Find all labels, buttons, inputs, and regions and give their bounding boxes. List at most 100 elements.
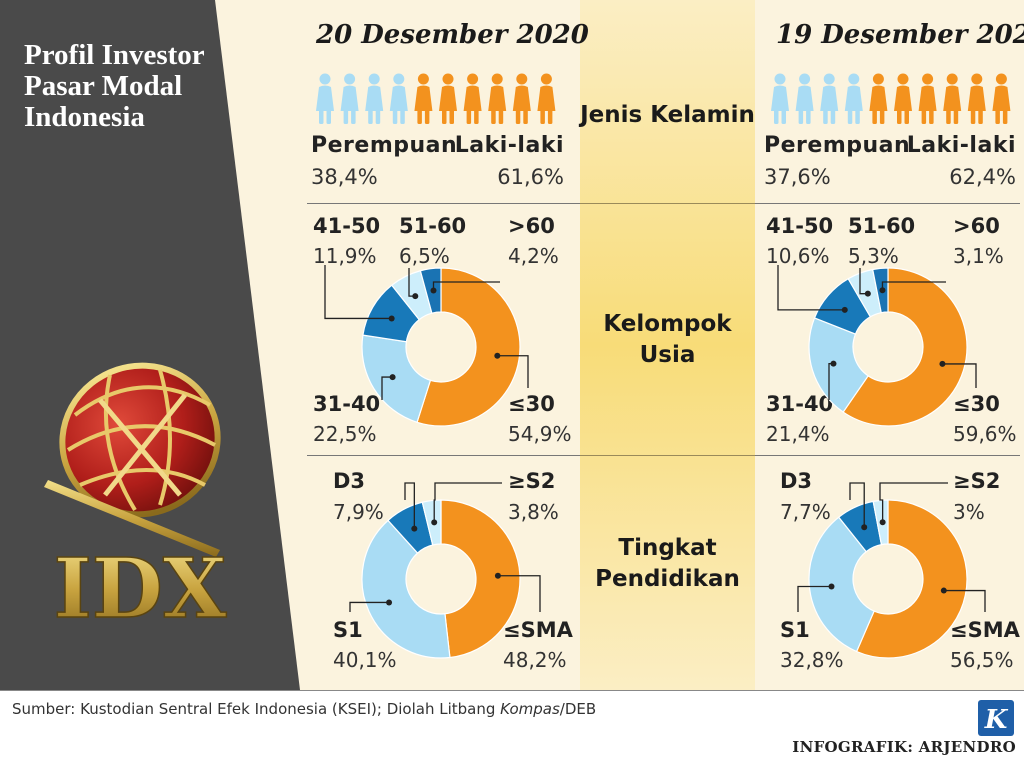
age-2020-leader-dot-2 bbox=[388, 315, 395, 322]
edu-2021-slice-0 bbox=[855, 499, 968, 659]
age-value-41-50-2020: 11,9% bbox=[313, 244, 377, 268]
age-value-51-60-2021: 5,3% bbox=[848, 244, 899, 268]
age-2021-leader-dot-3 bbox=[864, 290, 871, 297]
age-2020-slice-1 bbox=[361, 334, 432, 424]
edu-2021-leader-0 bbox=[943, 589, 986, 612]
age-2020-leader-0 bbox=[497, 355, 529, 388]
age-2021-leader-dot-4 bbox=[879, 287, 886, 294]
edu-2020-leader-1 bbox=[349, 601, 390, 612]
person-icon-male bbox=[869, 73, 888, 124]
person-icon-female bbox=[316, 73, 334, 124]
gender-label-female-2021: Perempuan bbox=[764, 133, 911, 158]
edu-2020-leader-0 bbox=[497, 575, 541, 612]
svg-text:K: K bbox=[984, 705, 1009, 735]
person-icon-male bbox=[967, 73, 986, 124]
divider-2020-top bbox=[307, 203, 580, 204]
person-icon-female bbox=[389, 73, 408, 124]
edu-2020-leader-dot-0 bbox=[494, 572, 501, 579]
edu-value-s1-2020: 40,1% bbox=[333, 648, 397, 672]
age-label-30-2021: ≤30 bbox=[953, 392, 1000, 416]
edu-2021-leader-3 bbox=[879, 482, 948, 523]
infographic-title: Profil Investor Pasar Modal Indonesia bbox=[24, 39, 205, 133]
age-2021-leader-dot-1 bbox=[830, 360, 837, 367]
age-label-41-50-2021: 41-50 bbox=[766, 214, 834, 238]
edu-2020-leader-dot-1 bbox=[386, 599, 393, 606]
age-2020-leader-dot-0 bbox=[494, 352, 501, 359]
age-2021-slice-0 bbox=[842, 267, 968, 427]
age-label-31-40-2021: 31-40 bbox=[766, 392, 834, 416]
idx-ball-icon bbox=[59, 362, 221, 518]
edu-2020-leader-2 bbox=[404, 482, 415, 529]
edu-label-d3-2021: D3 bbox=[780, 469, 813, 493]
person-icon-female bbox=[340, 73, 359, 124]
idx-logo: IDX bbox=[44, 362, 228, 638]
date-2021: 19 Desember 2021 bbox=[776, 20, 1024, 50]
edu-2021-leader-dot-0 bbox=[940, 587, 947, 594]
source-text: Sumber: Kustodian Sentral Efek Indonesia… bbox=[12, 700, 501, 718]
person-icon-male bbox=[488, 73, 507, 124]
edu-2021-leader-1 bbox=[797, 585, 832, 612]
edu-value-d3-2021: 7,7% bbox=[780, 500, 831, 524]
age-value-60plus-2021: 3,1% bbox=[953, 244, 1004, 268]
age-2020-leader-2 bbox=[324, 265, 392, 320]
person-icon-male bbox=[992, 73, 1011, 124]
edu-label-s1-2021: S1 bbox=[780, 618, 810, 642]
edu-2021-leader-2 bbox=[849, 482, 865, 528]
age-label-41-50-2020: 41-50 bbox=[313, 214, 381, 238]
age-value-31-40-2020: 22,5% bbox=[313, 422, 377, 446]
edu-2021-slice-1 bbox=[808, 516, 875, 653]
age-2020-slice-0 bbox=[416, 267, 521, 427]
age-2021-leader-2 bbox=[777, 265, 845, 311]
age-value-31-40-2021: 21,4% bbox=[766, 422, 830, 446]
source-suffix: /DEB bbox=[559, 700, 597, 718]
age-value-51-60-2020: 6,5% bbox=[399, 244, 450, 268]
gender-value-female-2021: 37,6% bbox=[764, 165, 831, 189]
person-icon-male bbox=[943, 73, 962, 124]
gender-label-male-2021: Laki-laki bbox=[906, 133, 1016, 158]
person-icon-female bbox=[844, 73, 863, 124]
category-band bbox=[580, 0, 755, 690]
section-label-education: Tingkat Pendidikan bbox=[595, 535, 740, 592]
edu-2020-leader-3 bbox=[433, 482, 502, 523]
edu-label-s1-2020: S1 bbox=[333, 618, 363, 642]
edu-label-s2-2020: ≥S2 bbox=[508, 469, 556, 493]
person-icon-male bbox=[894, 73, 912, 124]
age-label-51-60-2021: 51-60 bbox=[848, 214, 916, 238]
age-2021-leader-0 bbox=[942, 363, 977, 388]
edu-2020-leader-dot-2 bbox=[411, 525, 418, 532]
person-icon-male bbox=[537, 73, 556, 124]
edu-value-s1-2021: 32,8% bbox=[780, 648, 844, 672]
edu-value-sma-2020: 48,2% bbox=[503, 648, 567, 672]
edu-2020-leader-dot-3 bbox=[431, 519, 438, 526]
edu-value-d3-2020: 7,9% bbox=[333, 500, 384, 524]
person-icon-female bbox=[365, 73, 384, 124]
edu-2020-slice-1 bbox=[361, 519, 451, 659]
divider-center-bottom bbox=[580, 455, 755, 456]
infographic-credit: INFOGRAFIK: ARJENDRO bbox=[792, 738, 1016, 756]
age-2020-leader-dot-1 bbox=[389, 374, 396, 381]
age-value-30-2021: 59,6% bbox=[953, 422, 1017, 446]
age-label-30-2020: ≤30 bbox=[508, 392, 555, 416]
edu-2020-slice-0 bbox=[440, 499, 521, 659]
edu-2021-leader-dot-1 bbox=[828, 583, 835, 590]
person-icon-female bbox=[820, 73, 839, 124]
age-value-60plus-2020: 4,2% bbox=[508, 244, 559, 268]
gender-value-male-2021: 62,4% bbox=[949, 165, 1016, 189]
age-2021-slice-1 bbox=[808, 317, 869, 413]
edu-value-s2-2021: 3% bbox=[953, 500, 985, 524]
gender-value-male-2020: 61,6% bbox=[497, 165, 564, 189]
edu-label-sma-2021: ≤SMA bbox=[950, 618, 1020, 642]
gender-label-female-2020: Perempuan bbox=[311, 133, 458, 158]
edu-2021-leader-dot-3 bbox=[879, 519, 886, 526]
source-note: Sumber: Kustodian Sentral Efek Indonesia… bbox=[12, 700, 596, 718]
divider-2021-bottom bbox=[755, 455, 1020, 456]
age-2021-leader-dot-0 bbox=[939, 360, 946, 367]
age-2020-leader-1 bbox=[381, 376, 393, 400]
age-label-31-40-2020: 31-40 bbox=[313, 392, 381, 416]
age-label-60plus-2021: >60 bbox=[953, 214, 1000, 238]
age-value-41-50-2021: 10,6% bbox=[766, 244, 830, 268]
idx-logo-text: IDX bbox=[53, 541, 226, 637]
gender-value-female-2020: 38,4% bbox=[311, 165, 378, 189]
source-publisher: Kompas bbox=[500, 700, 560, 718]
date-2020: 20 Desember 2020 bbox=[316, 20, 589, 50]
